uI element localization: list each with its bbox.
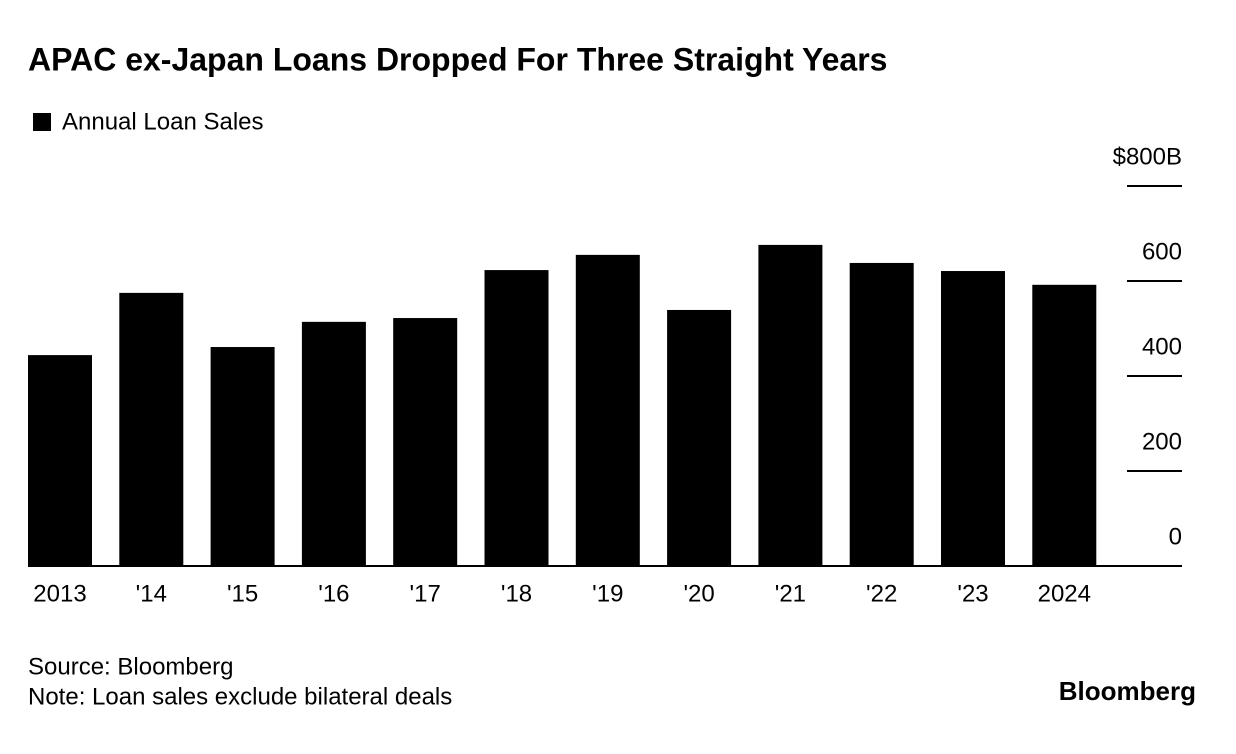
bar bbox=[849, 262, 914, 566]
x-tick-label: 2013 bbox=[33, 580, 86, 607]
x-tick-label: '20 bbox=[683, 580, 714, 607]
y-tick-label: 400 bbox=[1142, 333, 1182, 360]
bar bbox=[301, 321, 366, 566]
x-tick-label: '22 bbox=[866, 580, 897, 607]
x-tick-label: '19 bbox=[592, 580, 623, 607]
bar bbox=[758, 244, 823, 566]
bar bbox=[575, 254, 640, 566]
x-tick-label: '17 bbox=[410, 580, 441, 607]
x-tick-label: '23 bbox=[957, 580, 988, 607]
bar bbox=[1032, 284, 1097, 566]
note: Note: Loan sales exclude bilateral deals bbox=[28, 683, 452, 710]
y-tick-label: $800B bbox=[1113, 143, 1182, 170]
y-tick-label: 200 bbox=[1142, 428, 1182, 455]
bar bbox=[484, 270, 549, 566]
bar bbox=[28, 355, 92, 566]
y-tick-label: 0 bbox=[1169, 523, 1182, 550]
y-tick-label: 600 bbox=[1142, 238, 1182, 265]
chart-title: APAC ex-Japan Loans Dropped For Three St… bbox=[28, 41, 887, 77]
bar bbox=[941, 271, 1005, 566]
source: Source: Bloomberg bbox=[28, 653, 233, 680]
x-tick-label: '18 bbox=[501, 580, 532, 607]
legend-swatch bbox=[33, 113, 51, 131]
x-tick-label: 2024 bbox=[1038, 580, 1091, 607]
bar bbox=[210, 347, 275, 566]
x-tick-label: '16 bbox=[318, 580, 349, 607]
brand-logo: Bloomberg bbox=[1059, 676, 1196, 706]
x-tick-label: '21 bbox=[775, 580, 806, 607]
bar bbox=[667, 309, 732, 566]
legend-label: Annual Loan Sales bbox=[62, 108, 264, 135]
bar bbox=[393, 318, 458, 566]
x-tick-label: '14 bbox=[136, 580, 167, 607]
bar bbox=[119, 292, 184, 566]
x-tick-label: '15 bbox=[227, 580, 258, 607]
